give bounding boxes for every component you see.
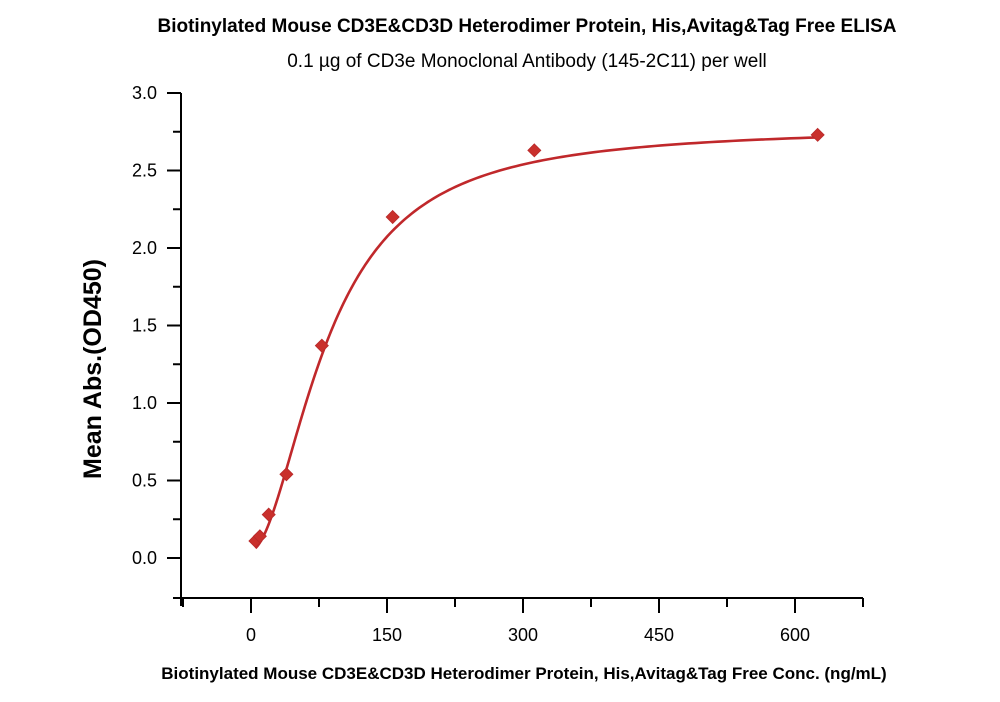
y-tick-label: 1.0	[132, 393, 157, 413]
data-point	[279, 467, 294, 482]
x-axis-ticks: 0 150 300 450 600	[182, 598, 864, 645]
x-tick-label: 150	[372, 625, 402, 645]
y-tick-label: 3.0	[132, 83, 157, 103]
x-axis-label: Biotinylated Mouse CD3E&CD3D Heterodimer…	[161, 664, 886, 683]
y-tick-label: 2.0	[132, 238, 157, 258]
y-tick-label: 2.5	[132, 161, 157, 181]
data-point	[261, 507, 276, 522]
fit-curve	[254, 136, 818, 550]
chart-subtitle: 0.1 µg of CD3e Monoclonal Antibody (145-…	[287, 51, 767, 72]
y-axis-ticks: 0.0 0.5 1.0 1.5 2.0 2.5 3.0	[132, 83, 181, 568]
data-point	[314, 338, 329, 353]
x-tick-label: 450	[644, 625, 674, 645]
data-point	[252, 529, 267, 544]
x-tick-label: 600	[780, 625, 810, 645]
y-tick-label: 1.5	[132, 316, 157, 336]
fit-curve-group	[254, 136, 818, 550]
y-axis-label: Mean Abs.(OD450)	[79, 259, 107, 479]
data-point	[810, 127, 825, 142]
data-point	[385, 209, 400, 225]
axes	[173, 93, 863, 606]
x-tick-label: 300	[508, 625, 538, 645]
data-point	[527, 143, 542, 158]
y-tick-label: 0.0	[132, 548, 157, 568]
data-points	[248, 127, 825, 549]
y-tick-label: 0.5	[132, 471, 157, 491]
x-tick-label: 0	[246, 625, 256, 645]
chart-title: Biotinylated Mouse CD3E&CD3D Heterodimer…	[157, 16, 896, 37]
